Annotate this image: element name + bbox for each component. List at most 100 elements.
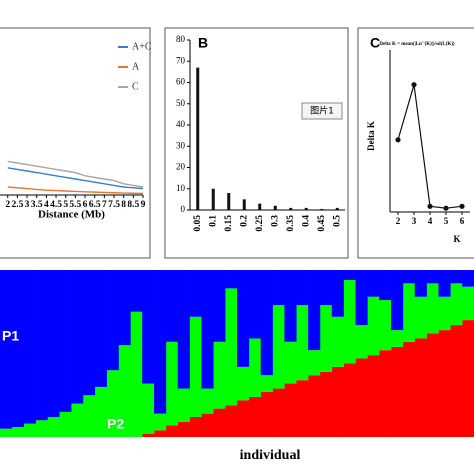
- segment: [426, 283, 439, 334]
- segment: [213, 341, 226, 409]
- segment: [47, 416, 60, 437]
- segment: [402, 283, 416, 342]
- x-tick-label: 0.2: [239, 215, 249, 227]
- segment: [379, 350, 392, 437]
- segment: [71, 403, 84, 437]
- x-tick-label: 5: [444, 216, 449, 226]
- segment: [367, 355, 380, 437]
- segment: [82, 395, 96, 437]
- point: [411, 82, 417, 88]
- segment: [94, 270, 107, 387]
- segment: [154, 413, 167, 431]
- segment: [142, 433, 155, 437]
- segment: [450, 325, 463, 437]
- x-tick-label: 0.15: [224, 215, 234, 232]
- segment: [284, 341, 297, 384]
- segment: [379, 300, 392, 351]
- segment: [462, 270, 474, 287]
- y-tick-label: 50: [176, 98, 186, 108]
- x-tick-label: 0.45: [317, 215, 327, 232]
- segment: [260, 270, 273, 376]
- x-tick-label: 5.5: [69, 200, 81, 210]
- segment: [248, 270, 261, 339]
- panel-label: B: [198, 35, 208, 51]
- segment: [237, 270, 250, 367]
- legend-label: A+C: [132, 41, 152, 52]
- x-tick-label: 0.1: [208, 215, 218, 227]
- segment: [414, 338, 427, 437]
- y-tick-label: 10: [176, 183, 186, 193]
- x-tick-label: 2: [5, 200, 10, 210]
- series-line: [7, 160, 144, 188]
- segment: [296, 270, 309, 306]
- bar: [335, 207, 339, 210]
- x-tick-label: 7.5: [108, 200, 120, 210]
- segment: [71, 270, 84, 404]
- segment: [438, 296, 451, 331]
- segment: [106, 270, 119, 371]
- segment: [414, 296, 427, 339]
- bar: [196, 67, 200, 210]
- annotation: 图片1: [310, 105, 334, 117]
- segment: [284, 383, 297, 437]
- segment: [355, 358, 368, 437]
- segment: [391, 330, 404, 347]
- segment: [189, 316, 202, 417]
- x-tick-label: 2.5: [11, 200, 23, 210]
- y-tick-label: 70: [176, 55, 186, 65]
- segment: [296, 380, 309, 437]
- segment: [47, 270, 60, 417]
- segment: [154, 270, 167, 414]
- segment: [35, 270, 48, 421]
- y-axis-label: Delta K: [366, 121, 376, 151]
- point: [427, 203, 433, 209]
- x-tick-label: 0.05: [193, 215, 203, 232]
- segment: [391, 270, 404, 331]
- segment: [260, 391, 273, 437]
- y-tick-label: 80: [176, 34, 186, 44]
- segment: [165, 341, 179, 426]
- segment: [414, 270, 427, 297]
- series-line: [7, 167, 144, 190]
- legend-label: C: [132, 81, 139, 92]
- segment: [59, 270, 72, 412]
- x-tick-label: 4: [428, 216, 433, 226]
- x-tick-label: 0.25: [255, 215, 265, 232]
- segment: [355, 325, 368, 359]
- segment: [402, 270, 416, 284]
- x-tick-label: 4: [44, 200, 49, 210]
- segment: [367, 296, 380, 356]
- segment: [462, 286, 474, 321]
- bar: [242, 199, 246, 210]
- segment: [94, 386, 107, 437]
- x-tick-label: 5: [63, 200, 68, 210]
- segment: [118, 270, 131, 346]
- point: [395, 137, 401, 143]
- x-axis-label: Distance (Mb): [38, 209, 105, 221]
- segment: [331, 316, 344, 367]
- segment: [367, 270, 380, 297]
- segment: [272, 388, 285, 437]
- segment: [308, 375, 321, 437]
- segment: [343, 363, 356, 437]
- segment: [272, 270, 285, 306]
- segment: [343, 270, 356, 281]
- segment: [59, 411, 72, 437]
- segment: [331, 270, 344, 317]
- segment: [225, 270, 238, 289]
- segment: [308, 270, 321, 351]
- legend-label: A: [132, 61, 140, 72]
- segment: [296, 305, 309, 381]
- chart-title: Delta K = mean(|Ln''(K)|)/sd(L(K)): [379, 42, 455, 47]
- bar: [320, 208, 324, 210]
- segment: [225, 405, 238, 437]
- segment: [23, 423, 36, 437]
- segment: [142, 383, 155, 434]
- x-tick-label: 9: [141, 200, 146, 210]
- segment: [379, 270, 392, 301]
- x-tick-label: 8.5: [127, 200, 139, 210]
- x-tick-label: 7: [102, 200, 107, 210]
- segment: [142, 270, 155, 384]
- x-axis-label: K: [453, 234, 460, 244]
- segment: [331, 366, 344, 437]
